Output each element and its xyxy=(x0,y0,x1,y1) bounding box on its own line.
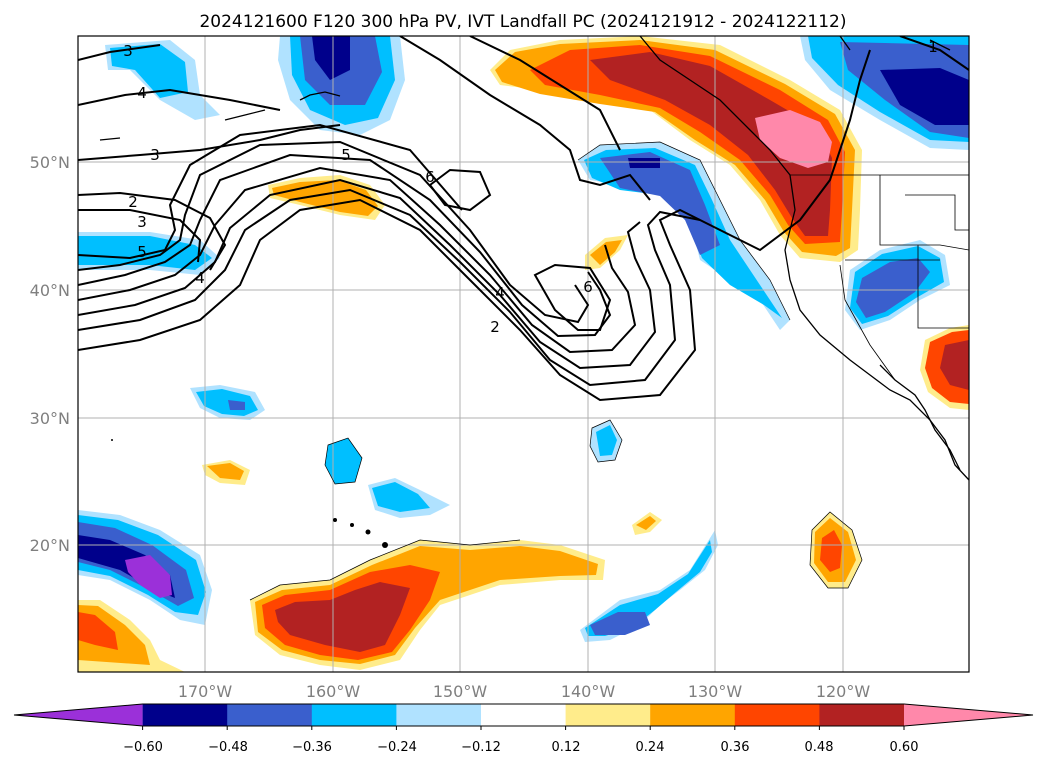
lon-tick-label: 140°W xyxy=(561,682,616,701)
colorbar-segment xyxy=(650,704,736,726)
latitude-labels: 50°N 40°N 30°N 20°N xyxy=(30,153,70,555)
colorbar-segment xyxy=(819,704,905,726)
colorbar-tick-label: 0.48 xyxy=(805,740,834,755)
contour-label: 6 xyxy=(583,278,593,296)
contour-label: 2 xyxy=(128,193,138,211)
contour-label: 4 xyxy=(137,84,147,102)
lat-tick-label: 40°N xyxy=(30,281,70,300)
pv-contours xyxy=(78,36,969,402)
contour-label: 5 xyxy=(341,146,351,164)
colorbar-segment xyxy=(14,704,143,726)
colorbar-segment xyxy=(142,704,228,726)
coastlines xyxy=(99,36,969,481)
colorbar-segment xyxy=(311,704,397,726)
colorbar-ticks: −0.60 −0.48 −0.36 −0.24 −0.12 0.12 0.24 … xyxy=(123,740,918,755)
borders xyxy=(790,174,969,381)
lat-tick-label: 20°N xyxy=(30,536,70,555)
longitude-labels: 170°W 160°W 150°W 140°W 130°W 120°W xyxy=(178,682,871,701)
contour-label: 6 xyxy=(425,168,435,186)
contour-label: 3 xyxy=(137,213,147,231)
negative-anomaly-fields xyxy=(78,36,969,642)
contour-label: 4 xyxy=(495,284,505,302)
colorbar-tick-label: 0.12 xyxy=(552,740,581,755)
lon-tick-label: 130°W xyxy=(688,682,743,701)
colorbar-tick-label: 0.60 xyxy=(890,740,919,755)
lon-tick-label: 170°W xyxy=(178,682,233,701)
contour-label: 2 xyxy=(490,318,500,336)
colorbar-tick-label: −0.12 xyxy=(461,740,501,755)
lat-tick-label: 50°N xyxy=(30,153,70,172)
ivt-contour-outlines xyxy=(249,141,863,601)
positive-anomaly-fields xyxy=(78,36,969,672)
colorbar-tick-label: 0.36 xyxy=(721,740,750,755)
colorbar xyxy=(13,703,1034,730)
lon-tick-label: 120°W xyxy=(816,682,871,701)
map-frame xyxy=(77,35,970,673)
lon-tick-label: 150°W xyxy=(433,682,488,701)
colorbar-tick-label: 0.24 xyxy=(636,740,665,755)
colorbar-segment xyxy=(227,704,313,726)
colorbar-segment xyxy=(396,704,482,726)
islands xyxy=(111,439,388,548)
map-plot-area: 3 4 3 5 6 2 3 5 4 4 2 6 1 xyxy=(78,36,969,672)
contour-label: 5 xyxy=(137,243,147,261)
contour-label: 3 xyxy=(150,146,160,164)
colorbar-tick-label: −0.24 xyxy=(377,740,417,755)
colorbar-segment xyxy=(481,704,567,726)
colorbar-tick-label: −0.48 xyxy=(208,740,248,755)
colorbar-segment xyxy=(565,704,651,726)
colorbar-tick-label: −0.36 xyxy=(292,740,332,755)
contour-label: 3 xyxy=(123,42,133,60)
contour-label: 4 xyxy=(195,269,205,287)
colorbar-segment xyxy=(734,704,820,726)
lon-tick-label: 160°W xyxy=(306,682,361,701)
colorbar-tick-label: −0.60 xyxy=(123,740,163,755)
contour-label: 1 xyxy=(928,38,938,56)
lat-tick-label: 30°N xyxy=(30,409,70,428)
figure-title: 2024121600 F120 300 hPa PV, IVT Landfall… xyxy=(199,12,846,32)
colorbar-segment xyxy=(904,704,1033,726)
contour-labels: 3 4 3 5 6 2 3 5 4 4 2 6 1 xyxy=(123,38,938,336)
